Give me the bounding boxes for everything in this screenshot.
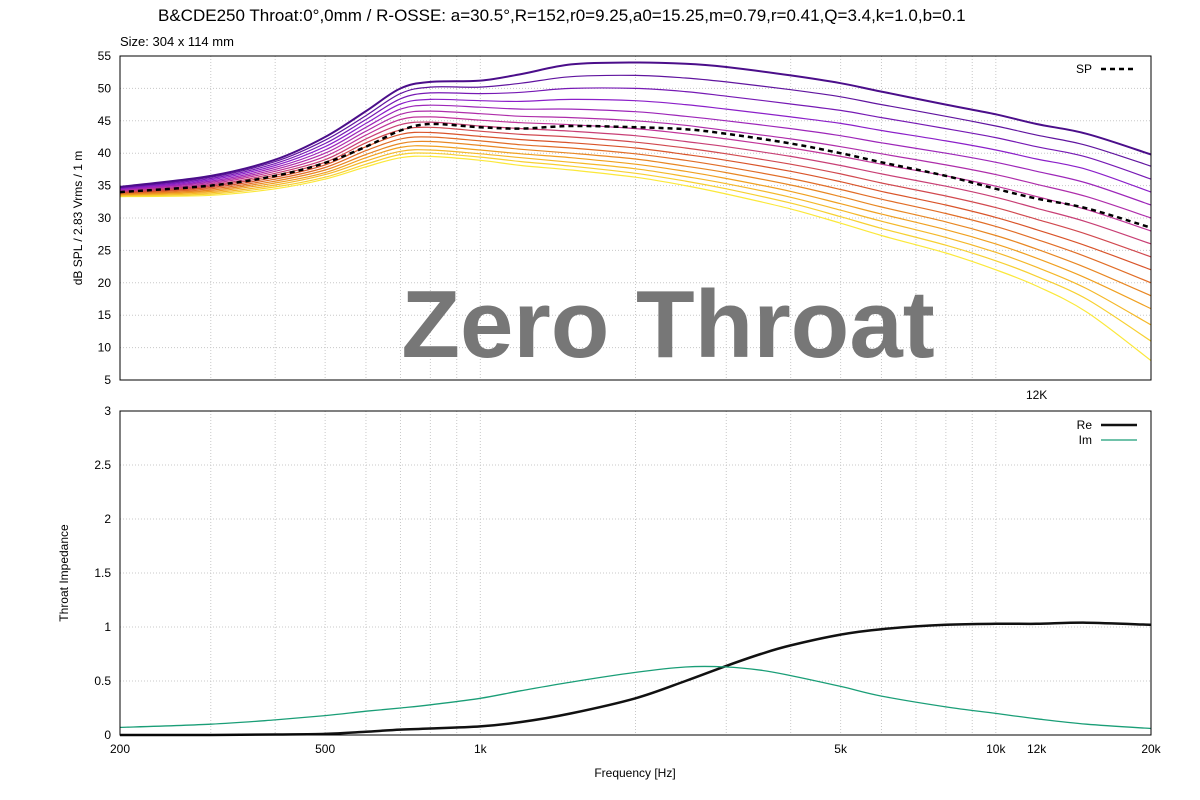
x-tick-label: 1k (474, 742, 488, 756)
impedance-curves (119, 621, 1152, 737)
spl-curve-1 (119, 74, 1152, 189)
impedance-x-ticks: 200 500 1k 5k 10k 12k 20k (110, 742, 1162, 756)
spl-curve-12 (119, 145, 1152, 310)
chart-title: B&CDE250 Throat:0°,0mm / R-OSSE: a=30.5°… (158, 6, 966, 25)
spl-curve-4 (119, 104, 1152, 206)
spl-y-tick-label: 20 (98, 276, 112, 290)
x-tick-label: 500 (315, 742, 335, 756)
impedance-y-ticks: 0 0.5 1 1.5 2 2.5 3 (94, 404, 111, 742)
spl-y-tick-label: 35 (98, 179, 112, 193)
x-tick-label: 200 (110, 742, 130, 756)
spl-curve-6 (119, 116, 1152, 232)
impedance-y-tick-label: 0 (104, 728, 111, 742)
spl-curve-9 (119, 131, 1152, 271)
impedance-curve-im (119, 665, 1152, 730)
spl-12k-annotation: 12K (1026, 388, 1047, 402)
spl-curves (119, 61, 1152, 362)
x-tick-label: 5k (834, 742, 848, 756)
size-label: Size: 304 x 114 mm (120, 34, 234, 49)
spl-y-ticks: 5 10 15 20 25 30 35 40 45 50 55 (98, 49, 112, 387)
spl-y-tick-label: 50 (98, 81, 112, 95)
impedance-y-tick-label: 1 (104, 620, 111, 634)
impedance-y-tick-label: 2 (104, 512, 111, 526)
spl-y-axis-label: dB SPL / 2.83 Vrms / 1 m (71, 151, 85, 286)
legend-label-re: Re (1077, 418, 1093, 432)
impedance-y-tick-label: 0.5 (94, 674, 111, 688)
spl-curve-2 (119, 87, 1152, 189)
spl-curve-5 (119, 110, 1152, 219)
x-axis-label: Frequency [Hz] (594, 766, 675, 780)
impedance-curve-re (119, 621, 1152, 737)
spl-plot-frame (119, 55, 1152, 381)
watermark-text: Zero Throat (401, 271, 934, 378)
x-tick-label: 10k (986, 742, 1006, 756)
legend-label-sp: SP (1076, 62, 1092, 76)
spl-legend: SP (1076, 62, 1137, 76)
impedance-y-tick-label: 3 (104, 404, 111, 418)
impedance-y-tick-label: 1.5 (94, 566, 111, 580)
spl-y-tick-label: 45 (98, 114, 112, 128)
spl-curve-13 (119, 149, 1152, 326)
x-tick-label: 12k (1027, 742, 1047, 756)
spl-y-tick-label: 40 (98, 146, 112, 160)
spl-curve-15 (119, 155, 1152, 362)
spl-curve-11 (119, 140, 1152, 297)
spl-y-tick-label: 25 (98, 243, 112, 257)
spl-y-tick-label: 5 (104, 373, 111, 387)
spl-curve-10 (119, 136, 1152, 284)
spl-y-tick-label: 10 (98, 341, 112, 355)
x-tick-label: 20k (1141, 742, 1161, 756)
impedance-legend: Re Im (1077, 418, 1137, 447)
spl-curve-14 (119, 152, 1152, 342)
spl-y-tick-label: 30 (98, 211, 112, 225)
impedance-y-axis-label: Throat Impedance (57, 524, 71, 622)
impedance-y-tick-label: 2.5 (94, 458, 111, 472)
spl-curve-3 (119, 98, 1152, 193)
legend-label-im: Im (1079, 433, 1092, 447)
spl-y-tick-label: 55 (98, 49, 112, 63)
impedance-grid (120, 410, 1151, 736)
spl-curve-7 (119, 121, 1152, 245)
impedance-plot-frame (119, 410, 1152, 736)
spl-y-tick-label: 15 (98, 308, 112, 322)
spl-curve-sp (119, 122, 1152, 229)
spl-curve-0 (119, 61, 1152, 188)
